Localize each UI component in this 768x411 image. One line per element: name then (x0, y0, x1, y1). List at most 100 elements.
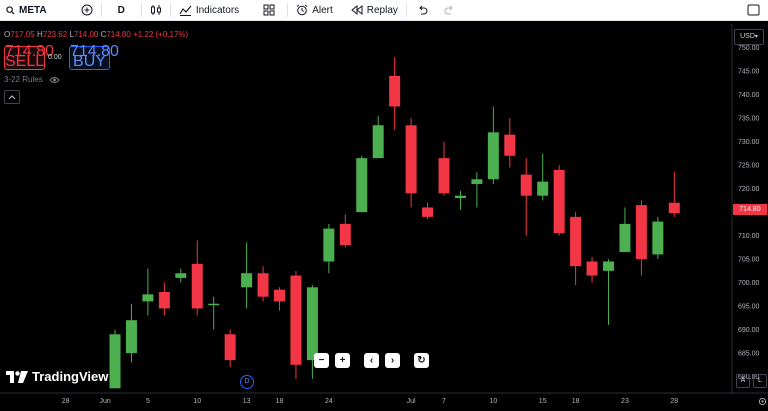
candle[interactable] (471, 172, 483, 208)
sell-button[interactable]: 714.80 SELL (4, 44, 54, 70)
candle[interactable] (356, 155, 368, 213)
candle[interactable] (109, 329, 121, 389)
candle-body (158, 292, 170, 309)
open-value: 717.05 (10, 30, 35, 39)
candle[interactable] (520, 158, 532, 236)
x-tick-label: 24 (325, 398, 333, 405)
candle[interactable] (504, 118, 516, 168)
candle[interactable] (422, 202, 434, 220)
indicators-label: Indicators (195, 4, 240, 16)
candle[interactable] (619, 207, 631, 253)
candle[interactable] (405, 118, 417, 208)
low-value: 714.00 (73, 30, 99, 39)
redo-icon (444, 5, 453, 15)
candle[interactable] (553, 165, 565, 236)
candle[interactable] (389, 57, 401, 130)
toolbar-divider (100, 3, 102, 17)
collapse-legend-button[interactable] (4, 90, 20, 104)
zoom-in-button[interactable]: + (335, 353, 350, 368)
zoom-out-button[interactable]: − (314, 353, 329, 368)
candle[interactable] (586, 256, 598, 283)
scroll-left-button[interactable]: ‹ (364, 353, 379, 368)
candle[interactable] (125, 303, 137, 363)
candle[interactable] (668, 171, 680, 217)
candle[interactable] (224, 329, 236, 368)
candle-body (553, 169, 565, 234)
reset-icon: ↻ (417, 355, 426, 366)
compare-button[interactable] (75, 0, 99, 20)
candle-body (175, 273, 187, 278)
candle-body (372, 125, 384, 159)
rules-indicator[interactable]: 3-22 Rules (4, 75, 60, 84)
candles-icon (150, 5, 161, 15)
candle[interactable] (635, 200, 647, 276)
y-tick-label: 690.00 (738, 327, 760, 334)
log-scale-button[interactable]: L (753, 374, 767, 388)
candle-body (422, 207, 434, 217)
candle[interactable] (487, 106, 499, 184)
candle-body (668, 202, 680, 214)
x-tick-label: 10 (193, 398, 201, 405)
auto-scale-button[interactable]: A (736, 374, 750, 388)
indicators-button[interactable]: Indicators (173, 0, 245, 20)
candle[interactable] (454, 191, 466, 210)
x-tick-label: Jun (99, 398, 110, 405)
plus-circle-icon (81, 4, 93, 16)
x-tick-label: 5 (146, 398, 150, 405)
interval-badge[interactable]: D (240, 375, 254, 389)
chart-type-button[interactable] (144, 0, 168, 20)
candle[interactable] (438, 141, 450, 196)
candle[interactable] (241, 242, 253, 309)
chevron-down-icon: ▾ (754, 34, 758, 40)
tradingview-logo-icon (6, 370, 28, 383)
y-tick-label: 700.00 (738, 280, 760, 287)
candle[interactable] (652, 216, 664, 260)
toolbar-divider (287, 3, 289, 17)
scroll-right-button[interactable]: › (385, 353, 400, 368)
redo-button[interactable] (436, 0, 463, 20)
candle[interactable] (323, 223, 335, 274)
candle[interactable] (372, 115, 384, 159)
reset-chart-button[interactable]: ↻ (414, 353, 429, 368)
replay-button[interactable]: Replay (345, 0, 404, 20)
sell-label: SELL (5, 53, 45, 70)
axis-settings-button[interactable] (758, 393, 767, 411)
candle[interactable] (142, 268, 154, 316)
y-tick-label: 750.00 (738, 45, 760, 52)
candle-body (257, 273, 269, 297)
currency-selector[interactable]: USD▾ (734, 29, 764, 45)
eye-icon[interactable] (49, 76, 60, 84)
candle[interactable] (603, 259, 614, 325)
buy-button[interactable]: 714.80 BUY (69, 44, 119, 70)
candle-body (125, 320, 137, 354)
undo-button[interactable] (409, 0, 436, 20)
candle[interactable] (339, 214, 351, 248)
candle[interactable] (537, 153, 549, 201)
x-tick-label: 13 (243, 398, 251, 405)
candle[interactable] (290, 270, 302, 379)
candle[interactable] (175, 268, 187, 283)
y-tick-label: 740.00 (738, 92, 760, 99)
interval-button[interactable]: D (104, 0, 139, 20)
candle[interactable] (306, 284, 318, 379)
spread-value: 0.00 (48, 54, 62, 61)
candle-body (619, 223, 631, 253)
fullscreen-button[interactable] (739, 0, 768, 20)
chevron-up-icon (8, 95, 16, 100)
candle-body (504, 134, 516, 156)
symbol-label: META (19, 4, 47, 16)
layouts-button[interactable] (257, 0, 281, 20)
candle[interactable] (257, 266, 269, 302)
candle[interactable] (208, 296, 220, 330)
y-tick-label: 680.00 (738, 374, 760, 381)
candle[interactable] (191, 240, 203, 316)
candle[interactable] (274, 287, 285, 311)
candle-body (142, 294, 154, 302)
symbol-search[interactable]: META (0, 0, 53, 20)
alert-button[interactable]: Alert (290, 0, 339, 20)
tradingview-logo[interactable]: TradingView (6, 369, 108, 384)
candle[interactable] (158, 282, 170, 316)
grid-icon (263, 4, 275, 16)
candle[interactable] (570, 212, 582, 285)
